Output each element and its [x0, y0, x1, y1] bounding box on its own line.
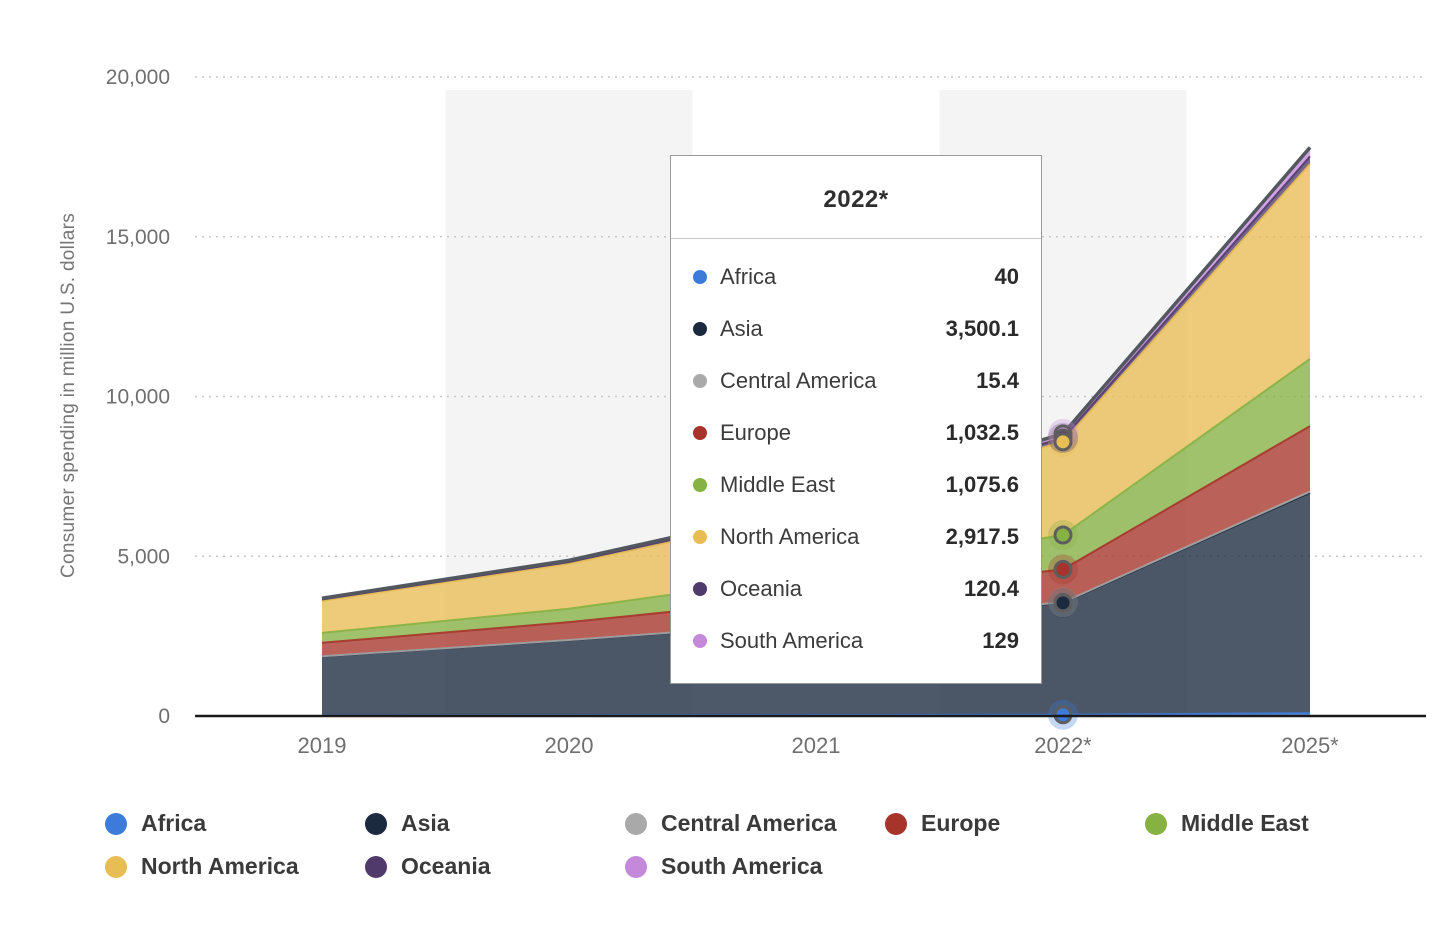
tooltip-row-value: 1,032.5 [945, 420, 1019, 445]
legend-item-oceania[interactable]: Oceania [365, 853, 625, 880]
series-dot-icon [693, 582, 707, 596]
tooltip-row-value: 129 [982, 628, 1019, 653]
series-dot-icon [693, 270, 707, 284]
marker-north-america[interactable] [1053, 432, 1073, 452]
x-tick-label: 2021 [792, 733, 841, 758]
legend-label: Europe [921, 810, 1001, 836]
tooltip-row-label: Europe [720, 420, 791, 445]
tooltip-row-value: 3,500.1 [945, 316, 1019, 341]
legend-label: Asia [401, 810, 450, 836]
tooltip-row: Oceania 120.4 [671, 563, 1041, 615]
legend-dot-icon [365, 855, 387, 878]
marker-europe[interactable] [1053, 559, 1073, 579]
legend-dot-icon [1145, 812, 1167, 835]
legend-item-asia[interactable]: Asia [365, 810, 625, 837]
marker-africa[interactable] [1053, 705, 1073, 725]
legend-dot-icon [625, 855, 647, 878]
legend-dot-icon [885, 812, 907, 835]
legend-dot-icon [365, 812, 387, 835]
legend-label: South America [661, 853, 823, 879]
tooltip-row-label: Middle East [720, 472, 835, 497]
x-tick-label: 2025* [1281, 733, 1339, 758]
legend-item-middle-east[interactable]: Middle East [1145, 810, 1405, 837]
tooltip-row: Central America 15.4 [671, 355, 1041, 407]
legend-label: Africa [141, 810, 207, 836]
y-tick-label: 20,000 [106, 66, 170, 89]
y-tick-label: 15,000 [106, 226, 170, 249]
tooltip-row-label: North America [720, 524, 860, 549]
legend-item-africa[interactable]: Africa [105, 810, 365, 837]
tooltip-row-value: 15.4 [976, 368, 1019, 393]
legend-label: Central America [661, 810, 837, 836]
chart-tooltip: 2022* Africa 40 Asia 3,500.1 Central Ameri… [670, 155, 1042, 684]
series-dot-icon [693, 478, 707, 492]
chart-legend: Africa Asia Central America Europe Middl… [105, 810, 1405, 880]
legend-dot-icon [625, 812, 647, 835]
area-asia[interactable] [322, 492, 1310, 716]
legend-item-central-america[interactable]: Central America [625, 810, 885, 837]
tooltip-row-label: Oceania [720, 576, 802, 601]
legend-item-europe[interactable]: Europe [885, 810, 1145, 837]
tooltip-row: North America 2,917.5 [671, 511, 1041, 563]
tooltip-row-value: 120.4 [963, 576, 1019, 601]
legend-dot-icon [105, 855, 127, 878]
tooltip-row-label: South America [720, 628, 864, 653]
y-axis-title: Consumer spending in million U.S. dollar… [58, 213, 79, 579]
tooltip-title: 2022* [823, 186, 889, 213]
tooltip-row-value: 2,917.5 [945, 524, 1019, 549]
y-tick-label: 0 [158, 705, 170, 728]
marker-middle-east[interactable] [1053, 525, 1073, 545]
tooltip-row: Africa 40 [671, 251, 1041, 303]
tooltip-row: Europe 1,032.5 [671, 407, 1041, 459]
tooltip-rows: Africa 40 Asia 3,500.1 Central America 15.4… [671, 239, 1041, 683]
tooltip-row-label: Africa [720, 264, 777, 289]
x-tick-label: 2022* [1034, 733, 1092, 758]
tooltip-row: South America 129 [671, 615, 1041, 667]
tooltip-row-label: Central America [720, 368, 877, 393]
legend-label: North America [141, 853, 299, 879]
legend-item-north-america[interactable]: North America [105, 853, 365, 880]
tooltip-row-value: 1,075.6 [945, 472, 1019, 497]
tooltip-row-label: Asia [720, 316, 763, 341]
x-tick-label: 2019 [298, 733, 347, 758]
tooltip-row-value: 40 [994, 264, 1019, 289]
tooltip-row: Asia 3,500.1 [671, 303, 1041, 355]
legend-label: Middle East [1181, 810, 1309, 836]
series-dot-icon [693, 426, 707, 440]
legend-item-south-america[interactable]: South America [625, 853, 885, 880]
series-dot-icon [693, 530, 707, 544]
series-dot-icon [693, 374, 707, 388]
tooltip-divider [671, 238, 1041, 239]
marker-asia[interactable] [1053, 593, 1073, 613]
y-tick-label: 5,000 [117, 545, 170, 568]
tooltip-row: Middle East 1,075.6 [671, 459, 1041, 511]
area-north-america[interactable] [322, 164, 1310, 633]
series-dot-icon [693, 634, 707, 648]
legend-dot-icon [105, 812, 127, 835]
x-tick-label: 2020 [545, 733, 594, 758]
legend-label: Oceania [401, 853, 491, 879]
series-dot-icon [693, 322, 707, 336]
y-tick-label: 10,000 [106, 386, 170, 409]
